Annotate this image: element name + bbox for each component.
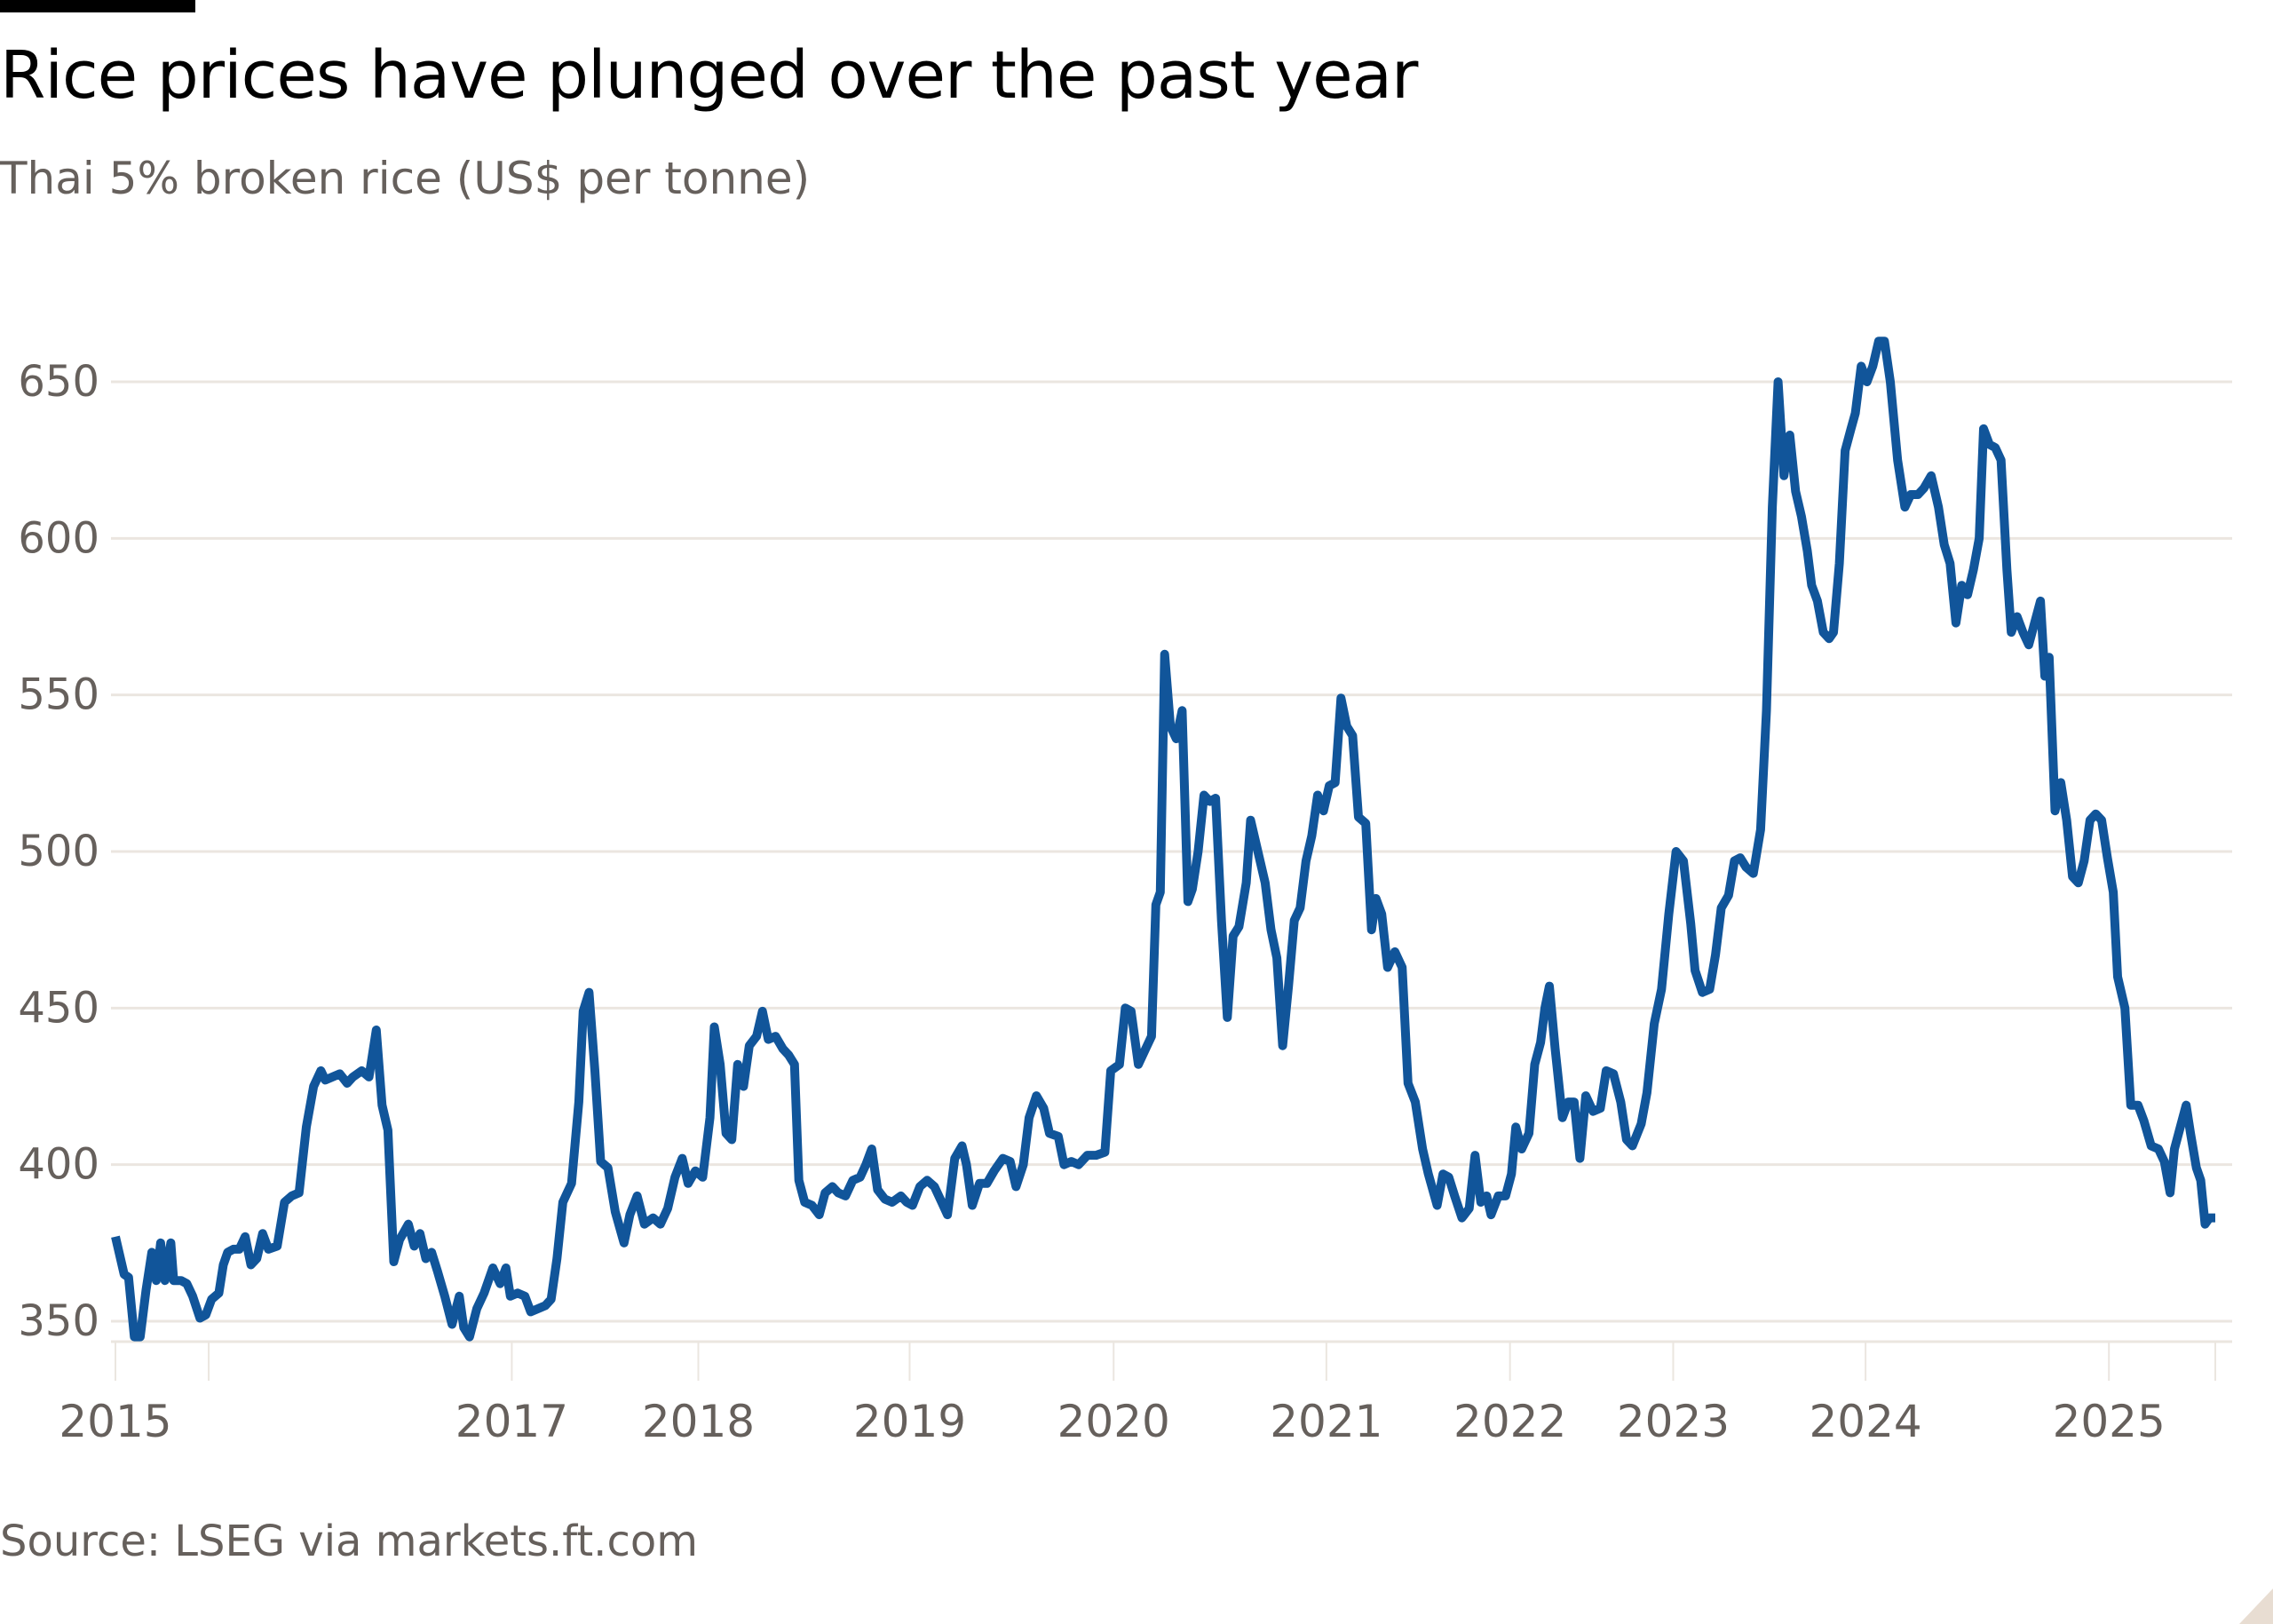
x-tick-label: 2025 [2053,1396,2166,1447]
x-tick-label: 2023 [1617,1396,1730,1447]
y-tick-label: 350 [18,1296,99,1346]
y-tick-label: 650 [18,357,99,407]
series-layer [111,337,2215,1342]
chart-subtitle: Thai 5% broken rice (US$ per tonne) [0,153,811,204]
y-tick-label: 550 [18,670,99,720]
y-tick-label: 600 [18,513,99,563]
x-tick-label: 2018 [642,1396,755,1447]
x-tick-label: 2019 [853,1396,966,1447]
x-tick-label: 2017 [455,1396,568,1447]
ft-brand-bar [0,0,195,12]
y-tick-label: 500 [18,827,99,876]
x-tick-label: 2015 [59,1396,171,1447]
x-tick-label: 2021 [1270,1396,1382,1447]
x-tick-label: 2020 [1057,1396,1170,1447]
series-line-thai-rice [111,337,2215,1342]
source-note: Source: LSEG via markets.ft.com [0,1517,698,1566]
x-tick-label: 2024 [1809,1396,1921,1447]
y-tick-label: 450 [18,983,99,1033]
corner-decoration [2239,1588,2273,1624]
y-axis: 350 400 450 500 550 600 650 [18,357,99,1346]
chart-title: Rice prices have plunged over the past y… [0,37,1418,114]
y-tick-label: 400 [18,1140,99,1190]
x-tick-label: 2022 [1453,1396,1566,1447]
x-axis: 2015 2017 2018 2019 2020 2021 2022 2023 2024 2025 [59,1340,2232,1447]
gridlines [111,380,2232,1323]
